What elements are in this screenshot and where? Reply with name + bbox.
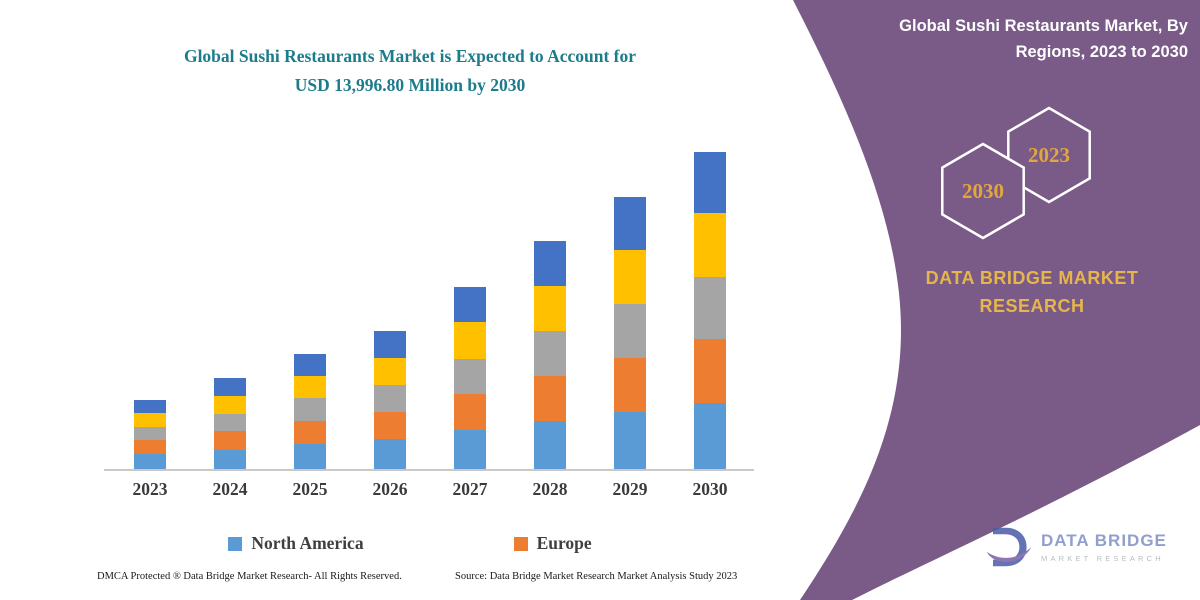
legend-item: North America <box>228 533 364 554</box>
bar-segment <box>134 413 166 427</box>
bar-segment <box>374 385 406 413</box>
bar-stack <box>294 353 326 470</box>
databridge-logo: DATA BRIDGE MARKET RESEARCH <box>985 522 1167 572</box>
bar-column-2024 <box>190 150 270 470</box>
databridge-d-icon <box>986 527 1032 567</box>
hexagon-2023 <box>1007 106 1091 204</box>
panel-title-line2: Regions, 2023 to 2030 <box>1015 42 1188 61</box>
bar-segment <box>694 403 726 470</box>
bar-segment <box>454 358 486 394</box>
bar-segment <box>534 331 566 376</box>
bar-column-2025 <box>270 150 350 470</box>
panel-title-line1: Global Sushi Restaurants Market, By <box>899 17 1188 35</box>
brand-line2: RESEARCH <box>979 295 1085 316</box>
stacked-bar-plot <box>110 150 750 470</box>
x-axis-labels: 2023 2024 2025 2026 2027 2028 2029 2030 <box>110 479 750 500</box>
bar-segment <box>534 241 566 287</box>
legend-swatch <box>513 536 528 551</box>
bar-column-2026 <box>350 150 430 470</box>
bar-segment <box>534 286 566 332</box>
hexagon-2023-label: 2023 <box>1028 143 1070 167</box>
x-axis-label: 2025 <box>292 479 328 499</box>
bar-segment <box>694 213 726 277</box>
bar-segment <box>454 393 486 431</box>
bar-stack <box>374 331 406 470</box>
chart-title-line1: Global Sushi Restaurants Market is Expec… <box>183 46 637 66</box>
bar-segment <box>294 421 326 444</box>
bar-segment <box>374 439 406 470</box>
bar-segment <box>374 358 406 386</box>
bar-segment <box>534 421 566 470</box>
chart-title-line2: USD 13,996.80 Million by 2030 <box>294 74 526 95</box>
bar-stack <box>134 399 166 470</box>
bar-segment <box>214 431 246 450</box>
bar-segment <box>214 449 246 470</box>
bar-segment <box>694 339 726 403</box>
brand-line1: DATA BRIDGE MARKET <box>925 268 1139 288</box>
bar-segment <box>614 197 646 250</box>
bar-stack <box>534 241 566 470</box>
bar-stack <box>214 377 246 470</box>
logo-subtitle: MARKET RESEARCH <box>1041 554 1164 563</box>
bar-segment <box>294 375 326 399</box>
chart-legend: North America Europe <box>30 533 790 554</box>
bar-segment <box>614 249 646 305</box>
legend-label: Europe <box>536 533 592 553</box>
bar-column-2027 <box>430 150 510 470</box>
bar-stack <box>614 197 646 470</box>
x-axis-label: 2028 <box>532 479 568 499</box>
source-footer-text: Source: Data Bridge Market Research Mark… <box>455 571 738 582</box>
logo-text: DATA BRIDGE MARKET RESEARCH <box>1041 531 1167 563</box>
bar-segment <box>214 377 246 396</box>
bar-segment <box>294 353 326 376</box>
bar-column-2030 <box>670 150 750 470</box>
bar-segment <box>294 443 326 470</box>
x-axis-label: 2029 <box>612 479 648 499</box>
bar-segment <box>134 426 166 441</box>
legend-label: North America <box>251 533 364 553</box>
x-axis-label: 2023 <box>132 479 168 499</box>
bar-segment <box>614 304 646 358</box>
bar-segment <box>134 440 166 455</box>
x-axis-label: 2026 <box>372 479 408 499</box>
legend-item: Europe <box>513 533 592 554</box>
chart-title: Global Sushi Restaurants Market is Expec… <box>30 42 790 100</box>
hexagon-2030-label: 2030 <box>962 179 1004 203</box>
bar-column-2023 <box>110 150 190 470</box>
bar-segment <box>694 152 726 214</box>
x-axis-line <box>104 469 754 471</box>
bar-segment <box>614 412 646 470</box>
brand-wordmark: DATA BRIDGE MARKET RESEARCH <box>896 265 1168 321</box>
dmca-footer-text: DMCA Protected ® Data Bridge Market Rese… <box>97 571 402 582</box>
bar-segment <box>454 287 486 323</box>
bar-segment <box>134 454 166 470</box>
bar-segment <box>294 398 326 422</box>
x-axis-label: 2030 <box>692 479 728 499</box>
x-axis-label: 2027 <box>452 479 488 499</box>
bar-segment <box>134 399 166 414</box>
bar-segment <box>694 276 726 340</box>
bar-segment <box>534 375 566 422</box>
bar-stack <box>454 287 486 470</box>
bar-segment <box>214 413 246 432</box>
bar-column-2029 <box>590 150 670 470</box>
bar-segment <box>454 322 486 359</box>
bar-column-2028 <box>510 150 590 470</box>
logo-name: DATA BRIDGE <box>1041 531 1167 550</box>
x-axis-label: 2024 <box>212 479 248 499</box>
bar-segment <box>374 331 406 359</box>
bar-stack <box>694 152 726 470</box>
bar-segment <box>614 357 646 413</box>
year-hexagons: 2023 2030 <box>941 106 1091 240</box>
hexagon-2030 <box>941 142 1025 240</box>
panel-title: Global Sushi Restaurants Market, By Regi… <box>828 14 1188 65</box>
legend-swatch <box>228 536 243 551</box>
bar-segment <box>374 412 406 440</box>
bar-segment <box>214 395 246 414</box>
bar-segment <box>454 430 486 470</box>
